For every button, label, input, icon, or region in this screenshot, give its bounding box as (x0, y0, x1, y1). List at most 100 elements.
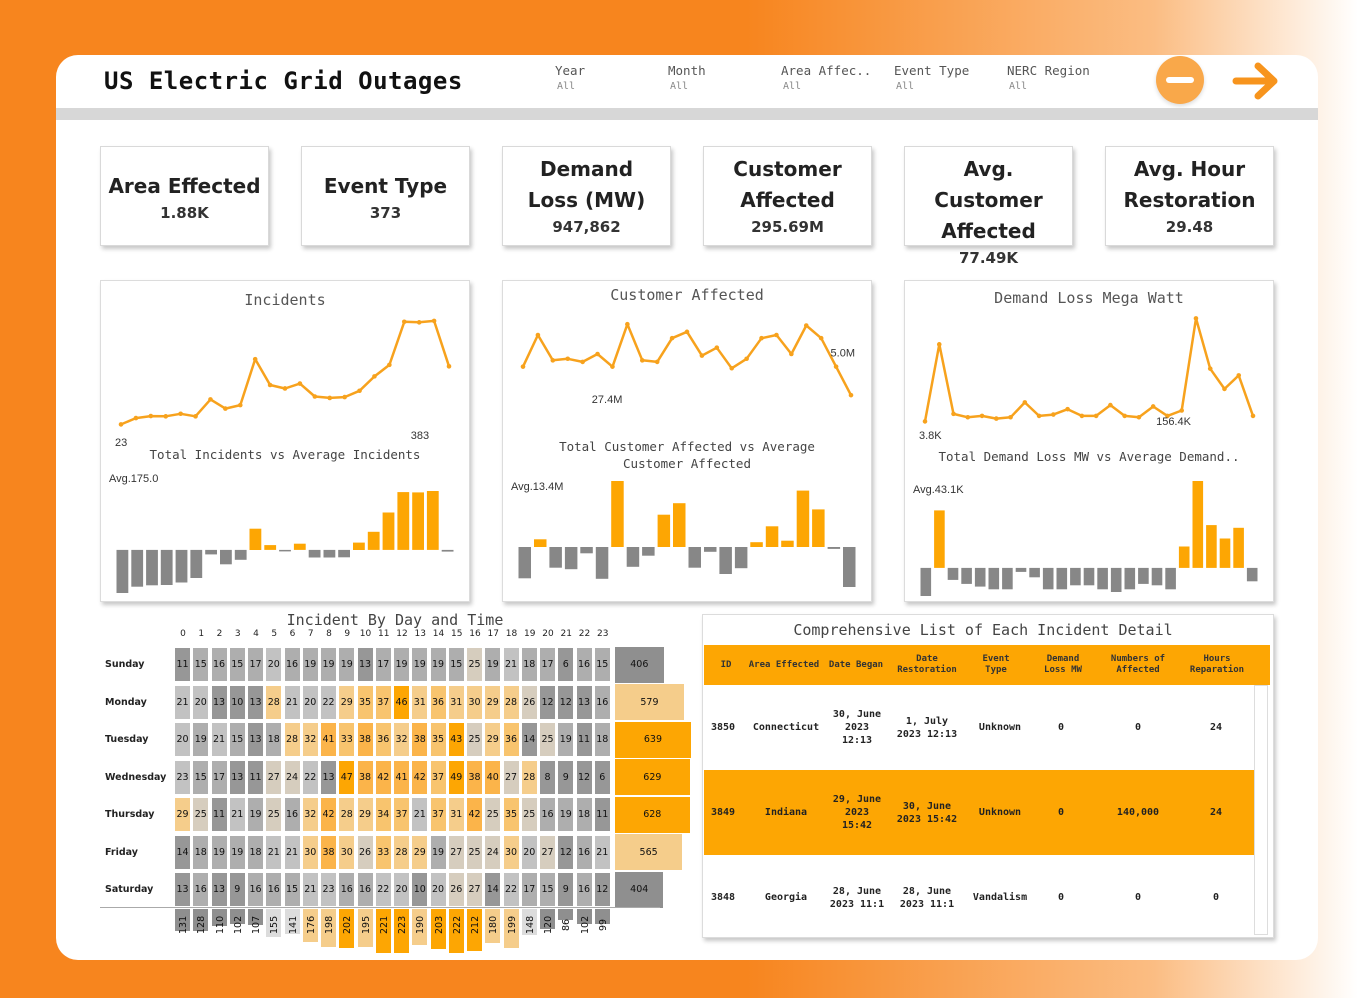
heatmap-cell[interactable]: 18 (575, 797, 593, 832)
heatmap-cell[interactable]: 13 (247, 684, 264, 720)
heatmap-cell[interactable]: 6 (593, 759, 611, 795)
heatmap-cell[interactable]: 9 (228, 872, 246, 907)
heatmap-cell[interactable]: 12 (593, 872, 611, 907)
column-header[interactable]: Demand Loss MW (1044, 654, 1082, 675)
heatmap-cell[interactable]: 19 (393, 647, 410, 682)
heatmap-cell[interactable]: 24 (484, 834, 502, 870)
heatmap-cell[interactable]: 19 (429, 647, 447, 682)
heatmap-cell[interactable]: 10 (411, 872, 429, 907)
heatmap-cell[interactable]: 27 (466, 872, 483, 907)
heatmap-cell[interactable]: 29 (356, 797, 374, 832)
heatmap-cell[interactable]: 27 (539, 834, 556, 870)
heatmap-cell[interactable]: 20 (192, 684, 210, 720)
heatmap-cell[interactable]: 19 (557, 722, 575, 757)
column-header[interactable]: Area Effected (748, 659, 820, 670)
heatmap-cell[interactable]: 21 (265, 834, 283, 870)
arrow-right-icon[interactable] (1232, 58, 1282, 104)
table-row[interactable]: 3848 Georgia 28, June 2023 11:1 28, June… (704, 855, 1254, 940)
heatmap-cell[interactable]: 36 (374, 722, 392, 757)
heatmap-cell[interactable]: 16 (575, 834, 593, 870)
heatmap-cell[interactable]: 30 (338, 834, 356, 870)
heatmap-cell[interactable]: 14 (174, 834, 191, 870)
heatmap-cell[interactable]: 21 (228, 797, 246, 832)
heatmap-cell[interactable]: 30 (466, 684, 483, 720)
filter-month[interactable]: Month All (668, 63, 773, 92)
heatmap-cell[interactable]: 20 (174, 722, 191, 757)
column-header[interactable]: Hours Reparation (1189, 654, 1245, 675)
heatmap-cell[interactable]: 29 (338, 684, 356, 720)
collapse-button[interactable] (1156, 56, 1204, 104)
heatmap-cell[interactable]: 21 (301, 872, 319, 907)
heatmap-cell[interactable]: 26 (447, 872, 465, 907)
heatmap-cell[interactable]: 42 (466, 797, 483, 832)
column-header[interactable]: ID (720, 659, 732, 670)
heatmap-cell[interactable]: 47 (338, 759, 356, 795)
heatmap-cell[interactable]: 18 (247, 834, 264, 870)
heatmap-cell[interactable]: 27 (447, 834, 465, 870)
heatmap-cell[interactable]: 14 (484, 872, 502, 907)
heatmap-cell[interactable]: 25 (192, 797, 210, 832)
heatmap-cell[interactable]: 18 (192, 834, 210, 870)
table-row-selected[interactable]: 3849 Indiana 29, June 2023 15:42 30, Jun… (704, 770, 1254, 855)
heatmap-cell[interactable]: 34 (374, 797, 392, 832)
heatmap-cell[interactable]: 8 (539, 759, 556, 795)
heatmap-cell[interactable]: 42 (411, 759, 429, 795)
heatmap-cell[interactable]: 16 (575, 872, 593, 907)
heatmap-cell[interactable]: 13 (320, 759, 337, 795)
heatmap-cell[interactable]: 13 (575, 684, 593, 720)
column-header[interactable]: Numbers of Affected (1110, 654, 1166, 675)
heatmap-cell[interactable]: 12 (557, 684, 575, 720)
heatmap-cell[interactable]: 42 (320, 797, 337, 832)
heatmap-cell[interactable]: 17 (374, 647, 392, 682)
heatmap-cell[interactable]: 14 (520, 722, 538, 757)
heatmap-cell[interactable]: 16 (210, 647, 228, 682)
heatmap-cell[interactable]: 28 (265, 684, 283, 720)
heatmap-cell[interactable]: 32 (393, 722, 410, 757)
heatmap-cell[interactable]: 25 (466, 647, 483, 682)
heatmap-cell[interactable]: 22 (374, 872, 392, 907)
heatmap-cell[interactable]: 22 (320, 684, 337, 720)
heatmap-cell[interactable]: 16 (265, 872, 283, 907)
heatmap-cell[interactable]: 25 (466, 834, 483, 870)
heatmap-cell[interactable]: 15 (228, 647, 246, 682)
heatmap-cell[interactable]: 38 (356, 722, 374, 757)
heatmap-cell[interactable]: 41 (393, 759, 410, 795)
heatmap-cell[interactable]: 29 (484, 684, 502, 720)
heatmap-cell[interactable]: 28 (520, 759, 538, 795)
heatmap-cell[interactable]: 15 (447, 647, 465, 682)
heatmap-cell[interactable]: 25 (539, 722, 556, 757)
heatmap-cell[interactable]: 18 (520, 647, 538, 682)
heatmap-cell[interactable]: 16 (575, 647, 593, 682)
heatmap-cell[interactable]: 37 (429, 797, 447, 832)
filter-year[interactable]: Year All (555, 63, 660, 92)
heatmap-cell[interactable]: 15 (539, 872, 556, 907)
heatmap-cell[interactable]: 38 (411, 722, 429, 757)
heatmap-cell[interactable]: 25 (520, 797, 538, 832)
heatmap-cell[interactable]: 16 (338, 872, 356, 907)
heatmap-cell[interactable]: 19 (247, 797, 264, 832)
heatmap-cell[interactable]: 11 (247, 759, 264, 795)
heatmap-cell[interactable]: 30 (301, 834, 319, 870)
heatmap-cell[interactable]: 29 (174, 797, 191, 832)
heatmap-cell[interactable]: 41 (320, 722, 337, 757)
column-header[interactable]: Event Type (982, 654, 1010, 675)
heatmap-cell[interactable]: 11 (210, 797, 228, 832)
heatmap-cell[interactable]: 22 (301, 759, 319, 795)
heatmap-cell[interactable]: 19 (210, 834, 228, 870)
column-header[interactable]: Date Began (828, 659, 884, 670)
heatmap-cell[interactable]: 24 (283, 759, 301, 795)
heatmap-cell[interactable]: 22 (502, 872, 520, 907)
table-row[interactable]: 3850 Connecticut 30, June 2023 12:13 1, … (704, 685, 1254, 770)
heatmap-cell[interactable]: 46 (393, 684, 410, 720)
heatmap-cell[interactable]: 19 (411, 647, 429, 682)
heatmap-cell[interactable]: 13 (228, 759, 246, 795)
heatmap-cell[interactable]: 30 (502, 834, 520, 870)
heatmap-cell[interactable]: 12 (575, 759, 593, 795)
heatmap-cell[interactable]: 29 (484, 722, 502, 757)
heatmap-cell[interactable]: 49 (447, 759, 465, 795)
heatmap-cell[interactable]: 23 (174, 759, 191, 795)
heatmap-cell[interactable]: 32 (301, 797, 319, 832)
heatmap-cell[interactable]: 20 (520, 834, 538, 870)
heatmap-cell[interactable]: 27 (502, 759, 520, 795)
heatmap-cell[interactable]: 19 (228, 834, 246, 870)
